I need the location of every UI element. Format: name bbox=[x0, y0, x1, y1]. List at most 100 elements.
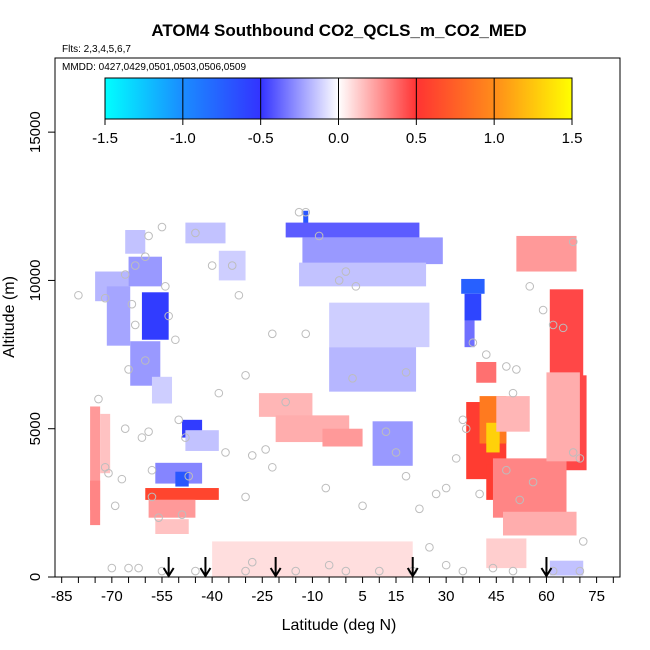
sample-point bbox=[154, 513, 163, 522]
flight-arrow bbox=[199, 557, 212, 578]
colorbar-tick-label: 0.5 bbox=[406, 130, 427, 147]
sample-point bbox=[241, 371, 250, 380]
x-tick-label: -55 bbox=[151, 588, 173, 605]
flight-arrow-head bbox=[269, 567, 282, 578]
sample-point bbox=[502, 362, 511, 371]
x-tick-label: -25 bbox=[251, 588, 273, 605]
sample-point bbox=[374, 566, 384, 576]
heatmap-cells bbox=[90, 210, 587, 577]
heatmap-cell bbox=[212, 541, 413, 577]
heatmap-cell bbox=[303, 210, 309, 232]
heatmap-cell bbox=[372, 421, 413, 466]
sample-point bbox=[221, 448, 230, 457]
x-tick-label: 5 bbox=[358, 588, 366, 605]
sample-point bbox=[94, 394, 103, 404]
sample-point bbox=[425, 543, 434, 552]
sample-point bbox=[458, 415, 468, 425]
heatmap-cell bbox=[141, 292, 169, 340]
sample-point bbox=[468, 338, 478, 348]
sample-point bbox=[261, 445, 270, 454]
sample-point bbox=[157, 222, 167, 232]
sample-point bbox=[401, 471, 411, 481]
heatmap-cell bbox=[302, 237, 443, 265]
sample-point bbox=[301, 329, 311, 339]
sample-point bbox=[110, 501, 120, 511]
sample-point bbox=[528, 477, 538, 487]
sample-point bbox=[227, 261, 237, 270]
sample-point bbox=[575, 454, 585, 463]
sample-point bbox=[458, 566, 468, 576]
chart-title: ATOM4 Southbound CO2_QCLS_m_CO2_MED bbox=[151, 21, 526, 40]
sample-point bbox=[508, 388, 518, 398]
x-tick-label: -10 bbox=[302, 588, 324, 605]
sample-point bbox=[431, 489, 441, 499]
sample-point bbox=[268, 329, 277, 339]
x-axis: -85 -70 -55 -40 -25 -10 5 15 30 45 60 75 bbox=[51, 576, 620, 605]
heatmap-cell bbox=[125, 230, 146, 254]
flight-arrow-head bbox=[540, 567, 553, 578]
flights-label: Flts: 2,3,4,5,6,7 bbox=[62, 44, 131, 55]
heatmap-cell bbox=[322, 428, 363, 447]
sample-point bbox=[184, 471, 194, 481]
sample-point bbox=[144, 231, 153, 241]
sample-point bbox=[391, 448, 401, 457]
sample-point bbox=[281, 397, 290, 407]
flight-arrow-head bbox=[162, 567, 175, 578]
sample-point bbox=[301, 207, 311, 217]
sample-point bbox=[348, 373, 357, 383]
sample-point bbox=[538, 305, 548, 315]
heatmap-cell bbox=[476, 361, 497, 383]
x-axis-label: Latitude (deg N) bbox=[282, 617, 397, 634]
heatmap-cell bbox=[486, 422, 500, 453]
heatmap-cell bbox=[185, 222, 226, 244]
sample-point bbox=[334, 276, 344, 285]
sample-point bbox=[214, 388, 224, 398]
sample-point bbox=[171, 335, 180, 345]
sample-point bbox=[177, 510, 187, 520]
sample-point bbox=[314, 231, 324, 241]
sample-point bbox=[268, 462, 277, 472]
sample-point bbox=[207, 261, 217, 270]
y-axis: 0 5000 10000 15000 bbox=[27, 111, 55, 581]
sample-point bbox=[351, 282, 361, 291]
sample-point bbox=[127, 299, 137, 309]
sample-point bbox=[512, 365, 521, 374]
sample-point bbox=[164, 311, 173, 321]
sample-point bbox=[147, 465, 157, 475]
sample-point bbox=[234, 290, 244, 300]
heatmap-cell bbox=[151, 376, 173, 404]
heatmap-cell bbox=[218, 250, 246, 281]
sample-point bbox=[130, 261, 140, 270]
sample-point bbox=[134, 563, 143, 573]
sample-point bbox=[475, 489, 484, 499]
sample-point bbox=[140, 252, 150, 262]
heatmap-cell bbox=[461, 278, 485, 294]
heatmap-cell bbox=[145, 488, 219, 500]
heatmap-cell bbox=[90, 406, 101, 511]
heatmap-cell bbox=[100, 413, 111, 474]
sample-point bbox=[241, 566, 250, 576]
sample-point bbox=[291, 566, 301, 576]
sample-point bbox=[525, 282, 535, 291]
sample-point bbox=[100, 293, 110, 303]
heatmap-cell bbox=[329, 347, 417, 392]
heatmap-cell bbox=[516, 235, 577, 272]
sample-point bbox=[568, 237, 578, 247]
sample-point bbox=[107, 563, 117, 573]
sample-point bbox=[130, 320, 140, 330]
flight-arrow bbox=[540, 557, 553, 578]
sample-point bbox=[381, 427, 391, 436]
colorbar-tick-label: 0.0 bbox=[328, 130, 349, 147]
colorbar-tick-label: -1.0 bbox=[170, 130, 196, 147]
sample-point bbox=[401, 368, 411, 377]
sample-point bbox=[294, 207, 304, 217]
x-tick-label: 30 bbox=[438, 588, 455, 605]
heatmap-cell bbox=[185, 430, 219, 451]
sample-point bbox=[515, 495, 525, 505]
sample-point bbox=[508, 566, 518, 576]
sample-point bbox=[488, 563, 498, 573]
sample-point bbox=[191, 228, 200, 238]
sample-point bbox=[441, 560, 451, 570]
sample-point bbox=[341, 267, 351, 276]
